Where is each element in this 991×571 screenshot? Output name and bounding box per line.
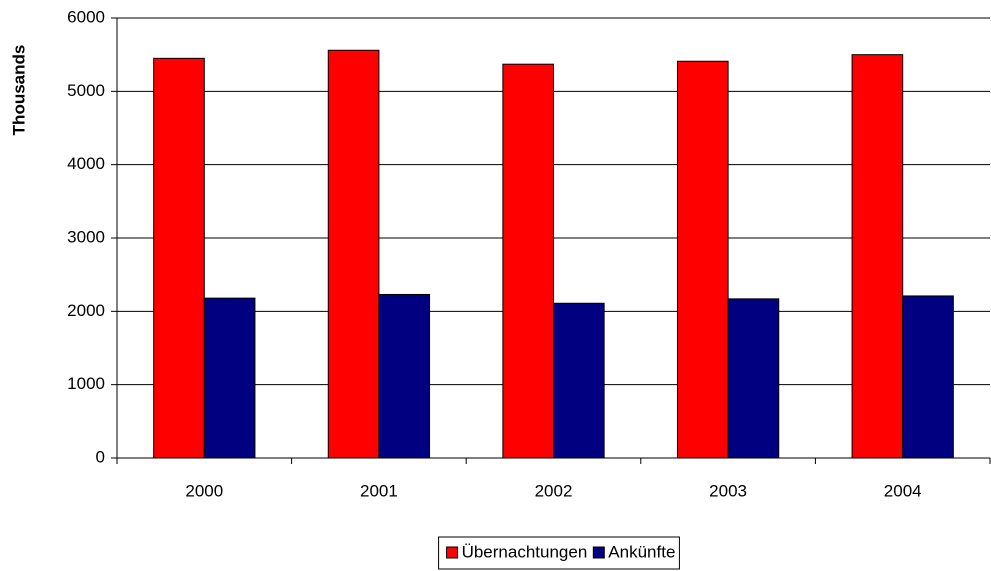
y-tick-label: 6000 — [67, 7, 105, 26]
x-tick-label: 2003 — [709, 481, 747, 500]
y-tick-label: 3000 — [67, 227, 105, 246]
bar — [327, 49, 380, 459]
legend-swatch — [592, 546, 605, 559]
legend-label: Ankünfte — [608, 542, 675, 561]
y-tick-label: 5000 — [67, 81, 105, 100]
x-tick-label: 2000 — [185, 481, 223, 500]
bar — [553, 302, 605, 459]
legend-swatch — [446, 546, 459, 559]
bar — [203, 297, 256, 459]
y-tick-label: 2000 — [67, 301, 105, 320]
bar — [902, 295, 954, 459]
y-axis-label: Thousands — [9, 45, 28, 136]
bar — [727, 298, 780, 459]
legend-label: Übernachtungen — [462, 542, 588, 561]
x-tick-label: 2004 — [884, 481, 922, 500]
bar — [502, 63, 554, 459]
x-tick-label: 2001 — [360, 481, 398, 500]
bar — [153, 57, 205, 459]
bar — [676, 60, 729, 459]
x-tick-label: 2002 — [535, 481, 573, 500]
y-tick-label: 1000 — [67, 374, 105, 393]
bar — [851, 54, 904, 459]
y-tick-label: 0 — [96, 447, 105, 466]
y-tick-label: 4000 — [67, 154, 105, 173]
legend: Übernachtungen Ankünfte — [438, 536, 680, 570]
legend-box — [438, 536, 680, 570]
bar — [378, 293, 431, 459]
